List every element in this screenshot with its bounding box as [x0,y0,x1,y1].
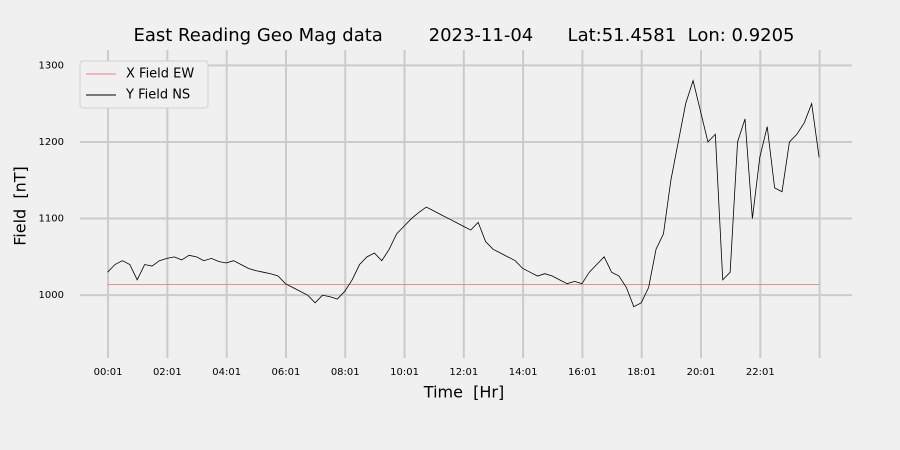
x-tick-label: 18:01 [627,367,656,378]
x-tick-label: 06:01 [272,367,301,378]
x-tick-label: 14:01 [509,367,538,378]
y-tick-label: 1200 [39,137,64,148]
legend-label: X Field EW [126,67,194,82]
y-tick-label: 1100 [39,214,64,225]
y-tick-label: 1000 [39,290,64,301]
series-line [107,79,820,308]
x-tick-label: 22:01 [746,367,775,378]
y-axis-label: Field [nT] [11,166,30,246]
legend-label: Y Field NS [125,88,190,103]
legend-box [79,60,209,109]
x-tick-label: 00:01 [94,367,123,378]
x-tick-label: 20:01 [687,367,716,378]
x-tick-label: 10:01 [390,367,419,378]
x-axis-label: Time [Hr] [423,383,504,402]
x-tick-label: 12:01 [449,367,478,378]
x-tick-label: 16:01 [568,367,597,378]
x-tick-label: 04:01 [212,367,241,378]
y-tick-label: 1300 [39,60,64,71]
chart-title: East Reading Geo Mag data 2023-11-04 Lat… [133,25,794,46]
x-tick-label: 08:01 [331,367,360,378]
x-tick-label: 02:01 [153,367,182,378]
